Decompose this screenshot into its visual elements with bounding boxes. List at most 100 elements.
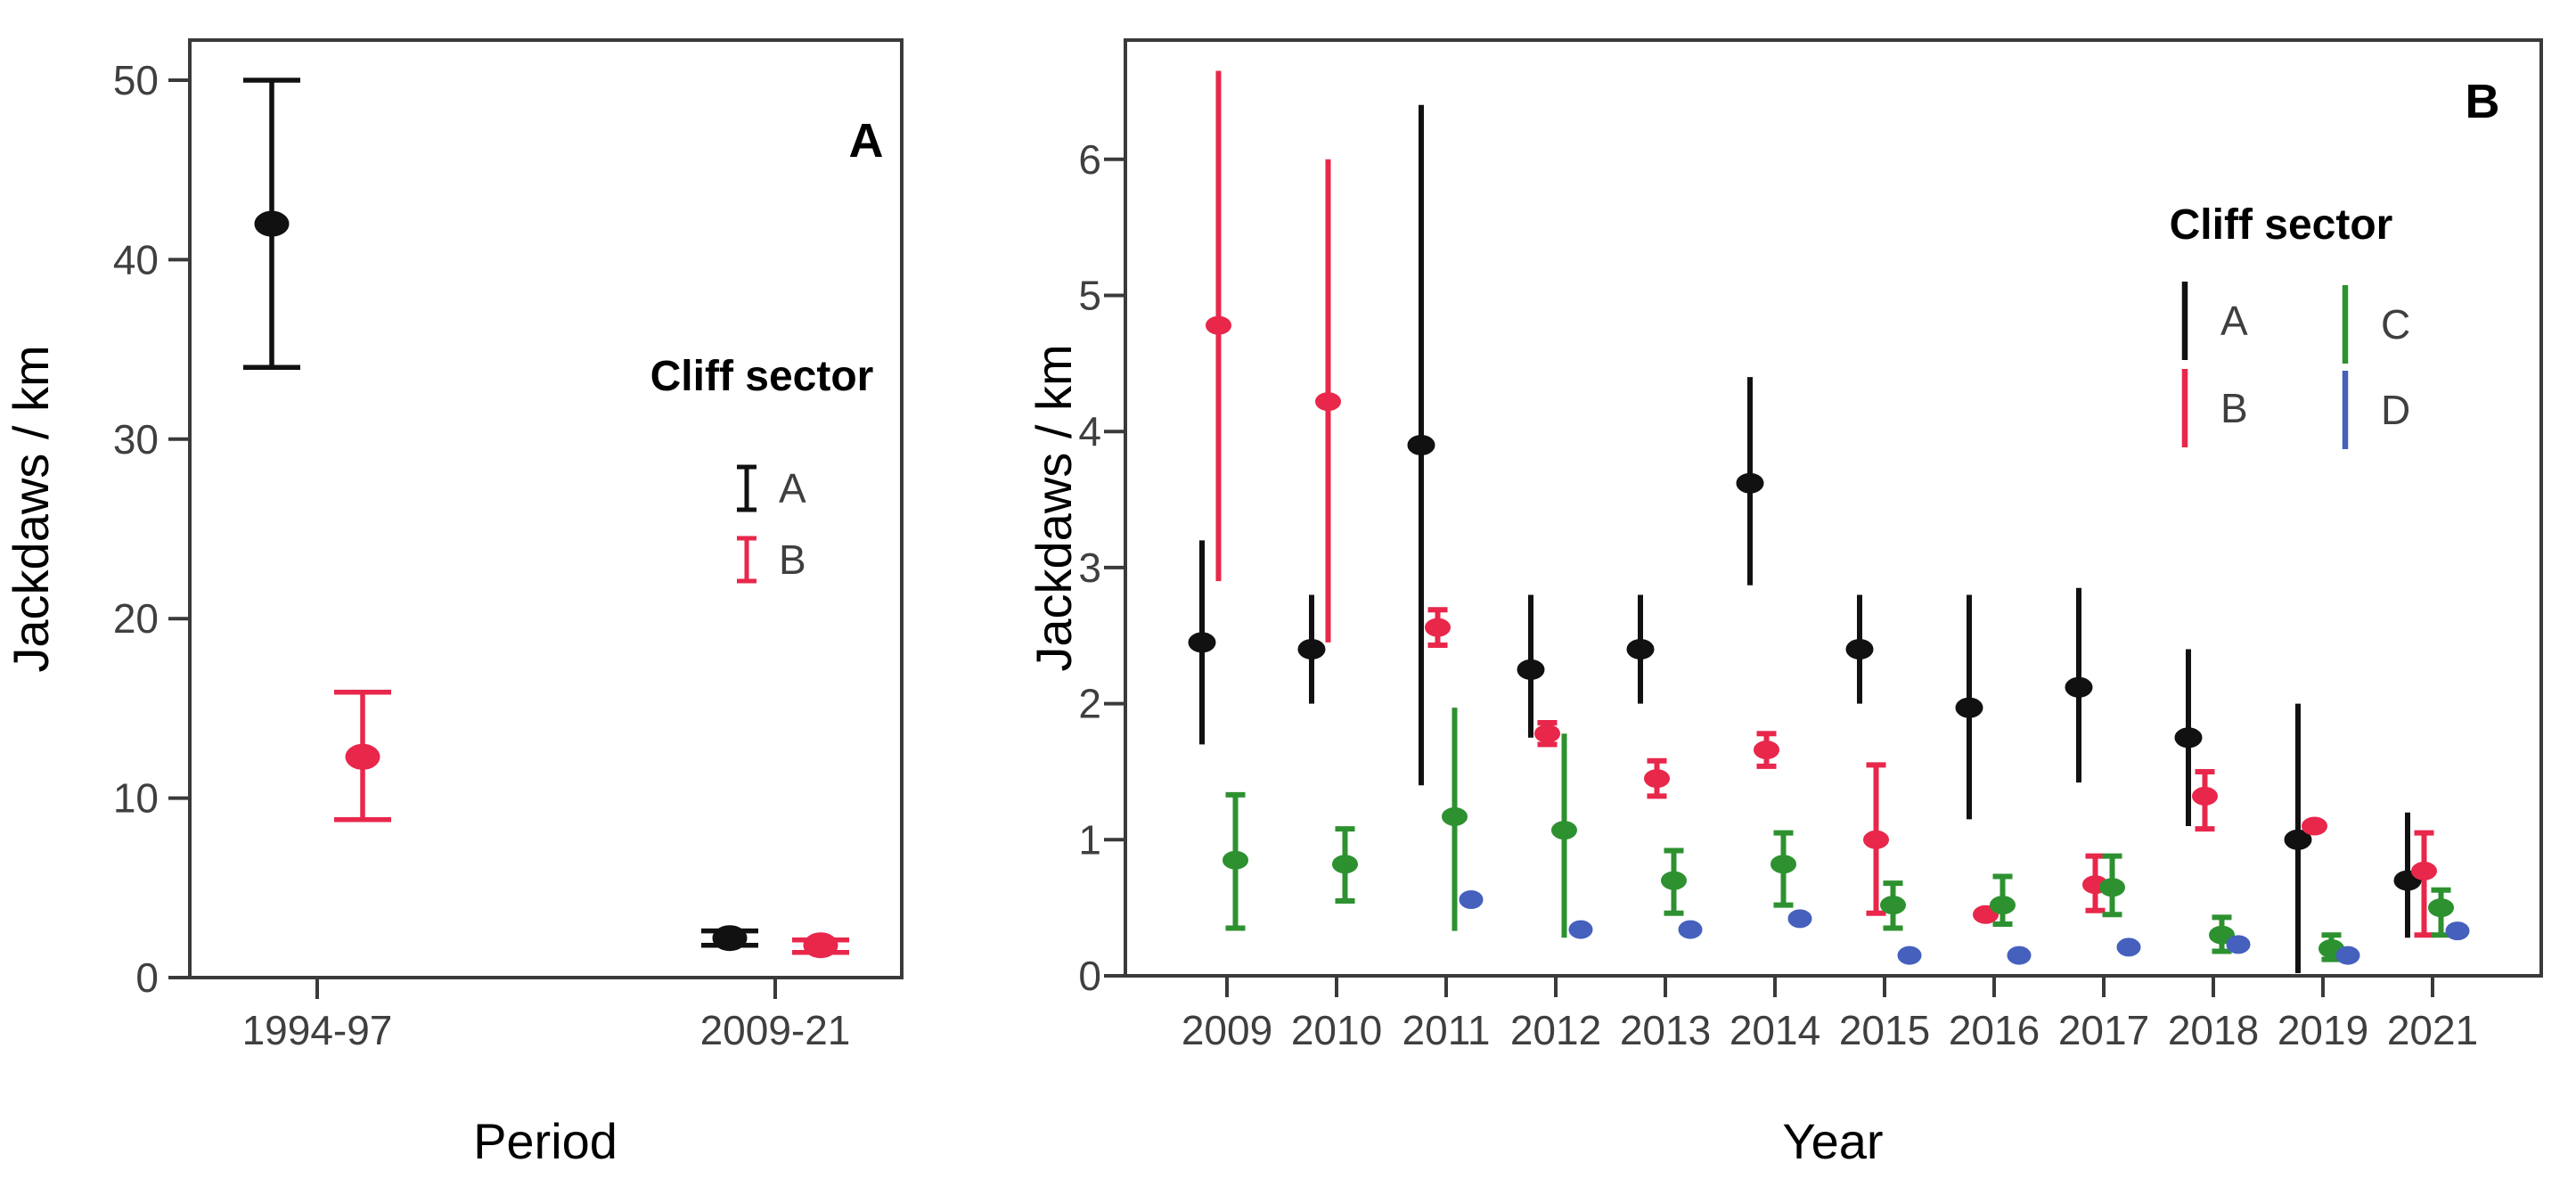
data-point-B-2015 (1863, 830, 1889, 849)
data-point-B-2013 (1644, 769, 1670, 789)
data-point-D-2018 (2226, 935, 2251, 954)
data-point-D-2013 (1678, 920, 1703, 939)
data-point-C-2010 (1332, 855, 1358, 874)
y-axis-tick-label: 0 (135, 954, 159, 1001)
data-point-A-2013 (1626, 639, 1655, 660)
y-axis-tick-label: 1 (1078, 816, 1101, 863)
data-point-A-2012 (1517, 659, 1545, 680)
y-axis-tick-label: 20 (113, 595, 159, 642)
data-point-A-2016 (1955, 697, 1983, 718)
x-axis-tick-label: 2009 (1182, 1007, 1272, 1053)
data-point-A-2017 (2065, 676, 2093, 698)
data-point-C-2012 (1551, 821, 1577, 840)
data-point-B-2014 (1754, 741, 1779, 760)
data-point-C-2009 (1223, 850, 1248, 870)
data-point-C-2011 (1442, 806, 1468, 826)
x-axis-tick-label: 2021 (2387, 1007, 2478, 1053)
data-point-D-2019 (2335, 946, 2360, 965)
y-axis-title: Jackdaws / km (1026, 344, 1082, 671)
data-point-B-2009 (1206, 315, 1231, 335)
y-axis-tick-label: 30 (113, 416, 159, 463)
y-axis-tick-label: 10 (113, 775, 159, 822)
data-point-B-2019 (2302, 816, 2327, 836)
x-axis-title: Period (473, 1113, 617, 1169)
y-axis-tick-label: 6 (1078, 136, 1101, 183)
series-A (243, 78, 758, 952)
x-axis-tick-label: 2018 (2168, 1007, 2259, 1053)
legend-entry-label: D (2381, 387, 2410, 433)
x-axis-tick-label: 2012 (1510, 1007, 1601, 1053)
y-axis-tick-label: 50 (113, 57, 159, 103)
data-point-B-2010 (1315, 392, 1341, 412)
data-point-B-2012 (1534, 724, 1560, 743)
data-point-D-2012 (1568, 920, 1593, 939)
x-axis-tick-label: 1994-97 (242, 1007, 393, 1053)
data-point-A-1994-97 (254, 210, 290, 237)
legend: Cliff sector AB CD (2170, 201, 2410, 449)
x-axis-tick-label: 2019 (2278, 1007, 2368, 1053)
y-axis-tick-label: 0 (1078, 953, 1101, 999)
x-axis-tick-label: 2016 (1949, 1007, 2040, 1053)
y-axis-tick-label: 40 (113, 236, 159, 282)
legend-entry-label: A (2220, 298, 2248, 344)
data-point-C-2017 (2099, 878, 2125, 897)
legend: Cliff sector AB (650, 353, 874, 584)
y-axis-tick-label: 4 (1078, 408, 1101, 454)
x-axis-tick-label: 2017 (2058, 1007, 2149, 1053)
data-point-C-2016 (1990, 896, 2016, 915)
y-axis-tick-label: 3 (1078, 544, 1101, 591)
legend-title: Cliff sector (650, 353, 874, 400)
data-point-D-2021 (2445, 921, 2470, 941)
legend-entry-label: B (779, 536, 806, 583)
x-axis-tick-label: 2015 (1839, 1007, 1930, 1053)
panel-b: 0 1 2 3 4 5 6 2009 2010 2011 2012 2013 2014 2015 2016 2… (1026, 38, 2543, 1169)
series-C (1223, 708, 2454, 962)
data-point-D-2014 (1787, 909, 1812, 929)
y-axis-title: Jackdaws / km (3, 345, 59, 672)
data-point-A-2011 (1407, 434, 1435, 455)
data-point-A-2018 (2174, 727, 2203, 749)
data-point-B-2021 (2411, 861, 2437, 880)
y-axis-tick-label: 5 (1078, 273, 1101, 319)
data-point-A-2015 (1845, 639, 1874, 660)
x-axis-tick-label: 2013 (1620, 1007, 1711, 1053)
x-axis-tick-label: 2010 (1291, 1007, 1382, 1053)
series-B (334, 690, 849, 959)
y-axis-tick-label: 2 (1078, 681, 1101, 727)
legend-entry-label: B (2220, 385, 2248, 431)
x-axis-tick-label: 2014 (1730, 1007, 1820, 1053)
data-point-B-2018 (2192, 786, 2218, 806)
series-A (1188, 104, 2422, 973)
data-point-A-2014 (1736, 472, 1764, 494)
panel-letter: A (849, 114, 884, 168)
data-point-C-2015 (1880, 896, 1906, 915)
data-point-D-2017 (2116, 937, 2141, 957)
x-axis-title: Year (1782, 1113, 1883, 1169)
data-point-B-1994-97 (345, 743, 380, 770)
data-point-B-2009-21 (803, 932, 838, 959)
series-D (1459, 889, 2470, 965)
plot-border (1124, 38, 2543, 978)
data-point-A-2009-21 (712, 925, 748, 952)
data-point-A-2010 (1297, 639, 1326, 660)
legend-entry-label: C (2381, 301, 2410, 348)
data-point-D-2015 (1897, 946, 1922, 965)
data-point-B-2011 (1425, 618, 1451, 637)
data-point-C-2021 (2428, 898, 2454, 918)
x-axis-tick-label: 2011 (1402, 1007, 1491, 1053)
legend-entry-label: A (779, 465, 806, 512)
legend-title: Cliff sector (2170, 201, 2393, 249)
x-axis-tick-label: 2009-21 (700, 1007, 851, 1053)
data-point-A-2019 (2284, 829, 2312, 850)
panel-letter: B (2466, 75, 2500, 128)
data-point-D-2011 (1459, 889, 1484, 909)
data-point-A-2009 (1188, 632, 1216, 653)
data-point-C-2018 (2209, 925, 2235, 945)
plot-border (188, 38, 904, 979)
series-B (1206, 70, 2437, 938)
data-point-C-2014 (1770, 855, 1796, 874)
data-point-C-2013 (1661, 871, 1687, 890)
data-point-D-2016 (2007, 946, 2032, 965)
